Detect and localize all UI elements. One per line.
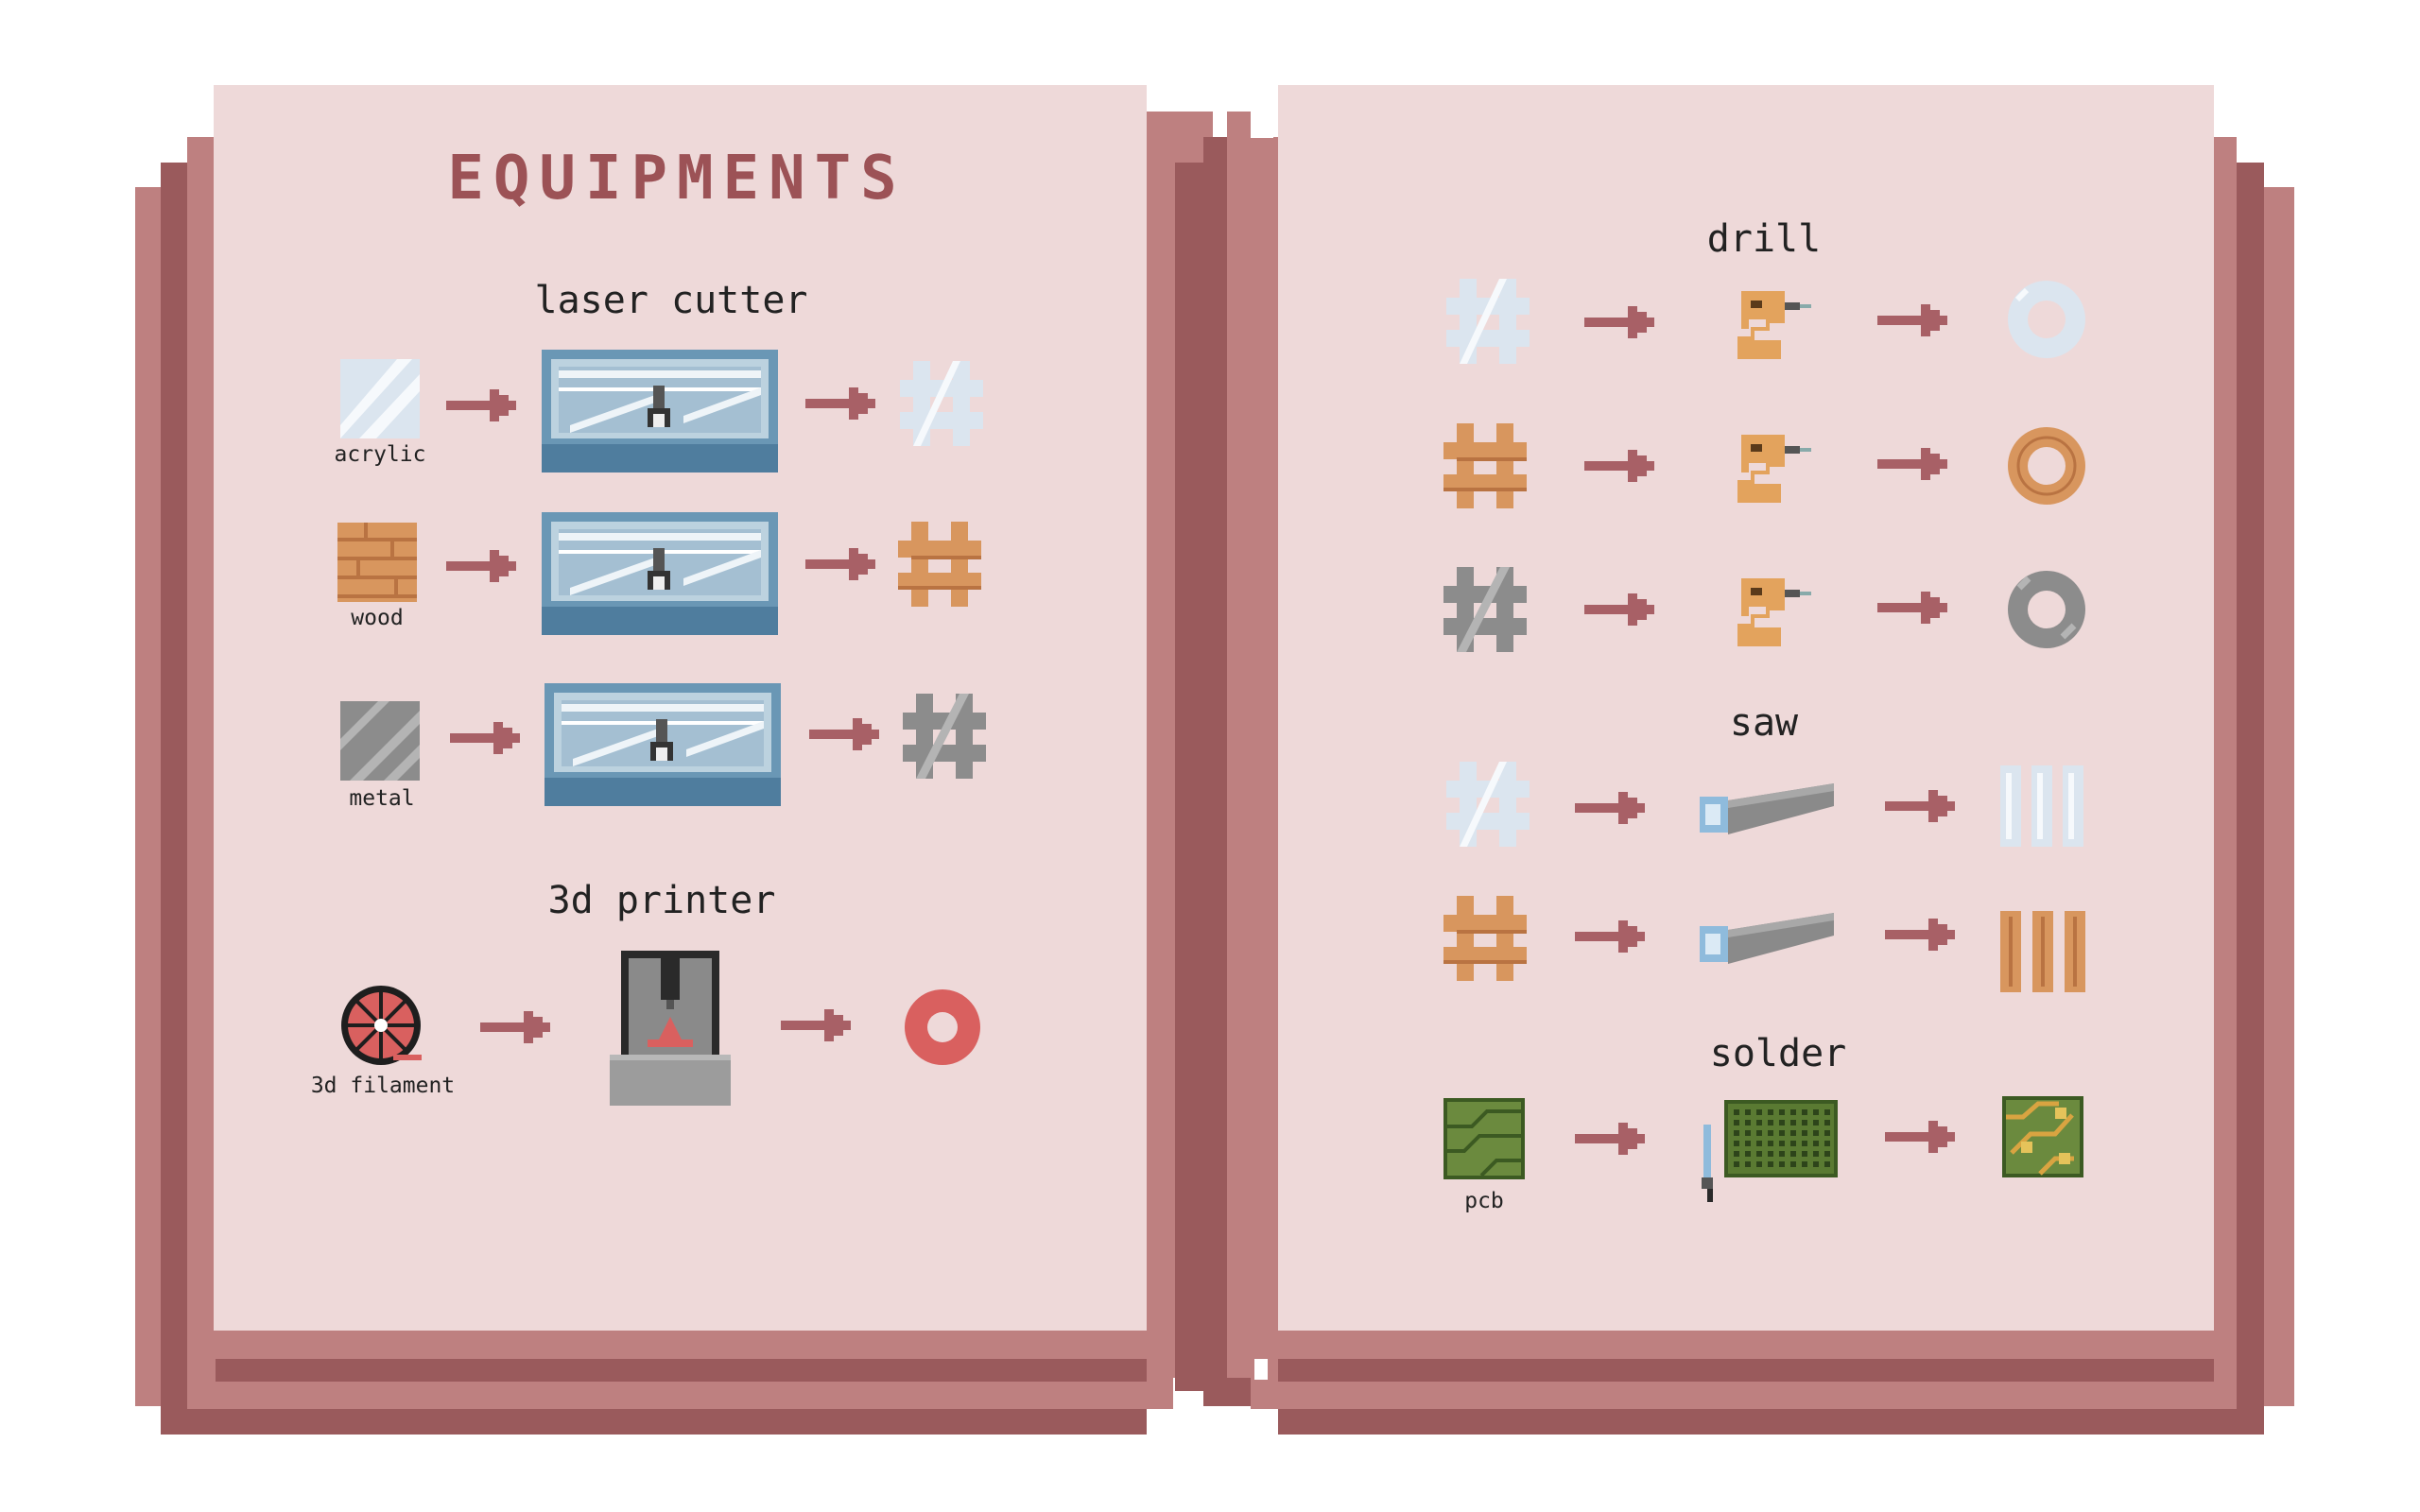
laser-cutter-icon <box>544 683 781 806</box>
arrow-right-icon <box>781 1009 851 1041</box>
cut-shape-icon <box>900 361 983 446</box>
sawn-strips-icon <box>2000 765 2083 847</box>
page-edge-left-dark <box>216 1359 1147 1382</box>
sawn-strips-icon <box>2000 911 2085 992</box>
arrow-right-icon <box>809 718 879 750</box>
arrow-right-icon <box>1575 792 1645 824</box>
book-spine-left-dark <box>1175 163 1203 1391</box>
filament-spool-icon <box>341 986 422 1065</box>
page-edge-gap <box>1254 1359 1268 1380</box>
cut-shape-icon <box>903 694 986 779</box>
book-spine-gap <box>1251 112 1273 138</box>
hand-saw-icon <box>1700 783 1834 834</box>
metal-label: metal <box>349 786 415 811</box>
section-drill: drill <box>1706 217 1822 261</box>
arrow-right-icon <box>1877 448 1947 480</box>
arrow-right-icon <box>450 722 520 754</box>
arrow-right-icon <box>1575 1123 1645 1155</box>
section-laser-cutter: laser cutter <box>534 279 808 322</box>
section-3d-printer: 3d printer <box>547 879 776 922</box>
hand-drill-icon <box>1737 291 1811 359</box>
laser-cutter-icon <box>542 350 778 472</box>
arrow-right-icon <box>1575 920 1645 953</box>
cut-shape-icon <box>1446 279 1530 364</box>
wood-plank-icon <box>337 523 417 602</box>
circuit-board-icon <box>1724 1100 1838 1177</box>
drilled-ring-icon <box>2008 571 2085 648</box>
arrow-right-icon <box>1885 1121 1955 1153</box>
acrylic-sheet-icon <box>340 359 420 438</box>
laser-cutter-icon <box>542 512 778 635</box>
hand-saw-icon <box>1700 913 1834 964</box>
hand-drill-icon <box>1737 578 1811 646</box>
circuit-board-icon <box>1443 1098 1525 1179</box>
cut-shape-icon <box>1443 567 1527 652</box>
cut-shape-icon <box>1443 423 1527 508</box>
cut-shape-icon <box>1446 762 1530 847</box>
arrow-right-icon <box>480 1011 550 1043</box>
3d-printer-icon <box>610 951 731 1106</box>
arrow-right-icon <box>1885 919 1955 951</box>
pcb-label: pcb <box>1464 1189 1504 1213</box>
page-edge-right-dark <box>1278 1359 2214 1382</box>
arrow-right-icon <box>1877 592 1947 624</box>
arrow-right-icon <box>446 550 516 582</box>
arrow-right-icon <box>1877 304 1947 336</box>
book-spine-right <box>1227 112 1270 1378</box>
arrow-right-icon <box>1885 790 1955 822</box>
metal-sheet-icon <box>340 701 420 781</box>
arrow-right-icon <box>805 548 875 580</box>
hand-drill-icon <box>1737 435 1811 503</box>
wood-label: wood <box>351 606 404 630</box>
drilled-ring-icon <box>2008 427 2085 505</box>
arrow-right-icon <box>1584 450 1654 482</box>
arrow-right-icon <box>446 389 516 421</box>
arrow-right-icon <box>1584 593 1654 626</box>
filament-label: 3d filament <box>310 1074 456 1098</box>
section-saw: saw <box>1729 701 1799 745</box>
arrow-right-icon <box>1584 306 1654 338</box>
section-solder: solder <box>1709 1032 1847 1075</box>
printed-ring-icon <box>905 989 980 1065</box>
cut-shape-icon <box>898 522 981 607</box>
page-title: EQUIPMENTS <box>447 144 907 214</box>
arrow-right-icon <box>805 387 875 420</box>
circuit-board-icon <box>2002 1096 2083 1177</box>
acrylic-label: acrylic <box>334 442 426 467</box>
cut-shape-icon <box>1443 896 1527 981</box>
drilled-ring-icon <box>2008 281 2085 358</box>
soldering-iron-icon <box>1702 1125 1713 1202</box>
